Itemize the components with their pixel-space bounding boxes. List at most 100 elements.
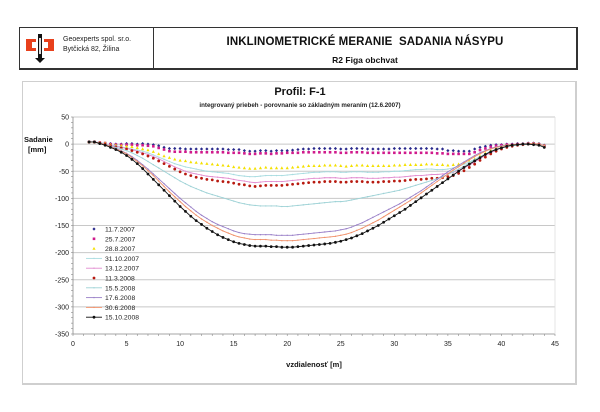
data-point — [467, 166, 471, 169]
data-point — [419, 163, 423, 166]
data-point — [328, 150, 332, 154]
data-point — [382, 180, 386, 183]
data-point — [189, 147, 193, 151]
data-point — [462, 169, 466, 173]
data-point — [398, 179, 402, 183]
data-point — [205, 147, 209, 151]
data-point — [345, 171, 347, 174]
data-point — [382, 216, 385, 218]
data-point — [270, 205, 272, 207]
data-point — [190, 185, 192, 188]
data-point — [221, 147, 225, 151]
y-tick-label: -250 — [55, 277, 69, 284]
data-point — [398, 170, 401, 172]
data-point — [296, 151, 300, 155]
data-point — [345, 228, 347, 230]
data-point — [323, 150, 327, 154]
data-point — [227, 172, 230, 175]
data-point — [403, 207, 407, 211]
data-point — [419, 146, 423, 151]
data-point — [436, 178, 438, 181]
data-point — [431, 179, 433, 182]
data-point — [302, 172, 304, 175]
data-point — [222, 172, 224, 174]
data-point — [339, 180, 343, 184]
data-point — [387, 217, 391, 221]
data-point — [253, 166, 257, 170]
data-point — [285, 183, 289, 187]
data-point — [286, 174, 288, 176]
data-point — [307, 203, 310, 206]
data-point — [254, 181, 256, 184]
data-point — [435, 185, 439, 188]
data-point — [281, 205, 283, 208]
data-point — [425, 168, 428, 170]
data-point — [398, 189, 401, 191]
data-point — [174, 196, 176, 198]
data-point — [195, 214, 197, 216]
data-point — [259, 234, 262, 236]
data-point — [440, 147, 445, 151]
series-line — [89, 141, 545, 184]
data-point — [130, 157, 134, 161]
data-point — [382, 171, 385, 173]
data-point — [243, 152, 246, 155]
data-point — [258, 166, 263, 170]
data-point — [324, 171, 326, 173]
data-point — [451, 173, 455, 177]
data-point — [227, 177, 230, 180]
data-point — [350, 199, 353, 201]
data-point — [297, 179, 299, 181]
data-point — [382, 211, 385, 213]
data-point — [382, 177, 385, 179]
legend-label: 11.3.2008 — [105, 276, 135, 283]
data-point — [189, 150, 193, 154]
data-point — [349, 164, 354, 168]
data-point — [387, 147, 391, 151]
data-point — [248, 184, 252, 188]
data-point — [243, 175, 246, 177]
data-point — [152, 174, 155, 177]
data-point — [323, 163, 327, 167]
data-point — [516, 143, 519, 147]
data-point — [312, 164, 316, 168]
data-point — [184, 209, 187, 213]
data-point — [403, 163, 407, 166]
data-point — [355, 234, 359, 238]
data-point — [404, 187, 406, 190]
data-point — [404, 170, 406, 172]
data-point — [479, 153, 481, 155]
company-info: Geoexperts spol. sr.o. Bytčická 82, Žili… — [63, 35, 131, 55]
data-point — [462, 149, 466, 153]
data-point — [403, 146, 407, 151]
data-point — [254, 175, 256, 178]
data-point — [526, 142, 530, 146]
data-point — [275, 245, 278, 249]
data-point — [130, 145, 134, 149]
data-point — [125, 147, 128, 151]
data-point — [350, 171, 353, 173]
data-point — [447, 168, 449, 170]
data-point — [269, 183, 273, 187]
data-point — [328, 146, 332, 151]
data-point — [376, 164, 380, 168]
data-point — [302, 204, 304, 206]
data-point — [372, 222, 374, 224]
data-point — [275, 174, 278, 177]
data-point — [318, 177, 321, 180]
data-point — [297, 204, 299, 207]
data-point — [415, 168, 417, 171]
data-point — [435, 163, 439, 166]
series-11-7-2007 — [87, 140, 546, 153]
data-point — [291, 234, 294, 236]
data-point — [190, 167, 192, 169]
data-point — [371, 180, 375, 184]
data-point — [334, 240, 337, 244]
legend-item: 28.8.2007 — [92, 246, 135, 253]
data-point — [382, 147, 386, 151]
data-point — [462, 152, 466, 156]
data-point — [259, 184, 262, 188]
data-point — [356, 229, 358, 232]
legend-marker — [92, 246, 96, 250]
data-point — [141, 152, 145, 156]
